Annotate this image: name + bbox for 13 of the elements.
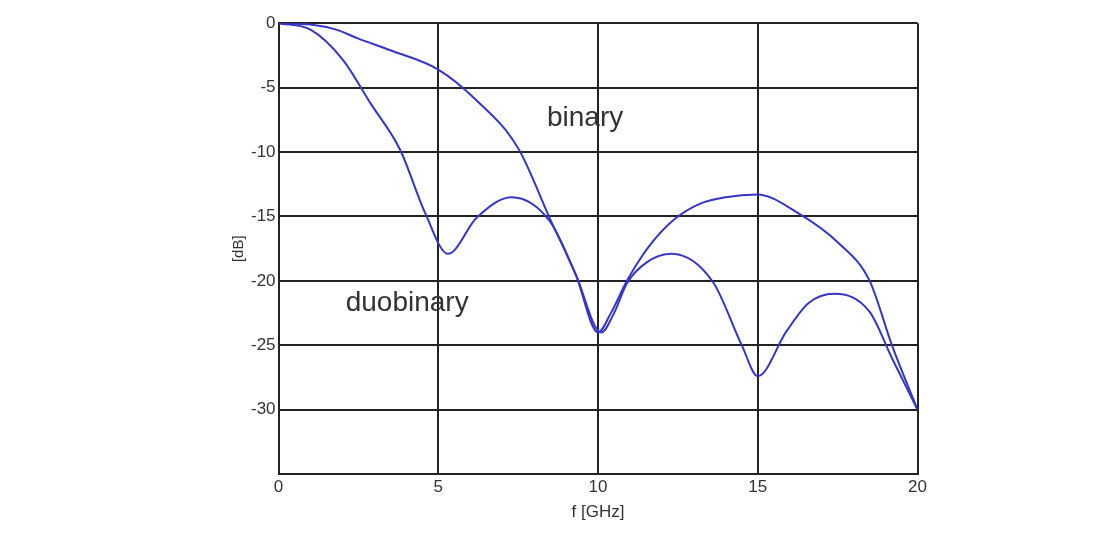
y-tick-label: -5 bbox=[260, 77, 276, 97]
x-tick-label: 5 bbox=[433, 477, 444, 497]
y-tick-label: -10 bbox=[250, 141, 276, 161]
x-tick-label: 10 bbox=[588, 477, 608, 497]
y-tick-label: -30 bbox=[250, 399, 276, 419]
x-tick-label: 20 bbox=[908, 477, 928, 497]
x-axis-title: f [GHz] bbox=[571, 502, 625, 522]
y-tick-label: -20 bbox=[250, 270, 276, 290]
y-tick-label: -25 bbox=[250, 335, 276, 355]
y-tick-label: 0 bbox=[266, 12, 276, 32]
y-tick-label: -15 bbox=[250, 206, 276, 226]
y-axis-title: [dB] bbox=[229, 235, 247, 263]
x-tick-label: 15 bbox=[748, 477, 768, 497]
